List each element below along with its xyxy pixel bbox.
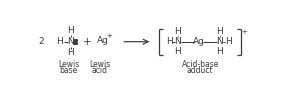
Text: H: H <box>68 48 74 57</box>
Text: acid: acid <box>92 66 107 75</box>
Text: H: H <box>174 47 181 56</box>
Text: +: + <box>242 29 248 35</box>
Text: N: N <box>68 37 74 46</box>
Text: Ag: Ag <box>97 36 109 45</box>
Text: H: H <box>216 27 223 36</box>
Text: H: H <box>68 26 74 35</box>
Text: base: base <box>59 66 78 75</box>
Text: adduct: adduct <box>187 66 214 75</box>
Text: H: H <box>216 47 223 56</box>
Text: H: H <box>225 37 232 46</box>
Text: H: H <box>174 27 181 36</box>
Text: Lewis: Lewis <box>89 60 110 69</box>
Text: H: H <box>57 37 63 46</box>
Text: H: H <box>166 37 172 46</box>
Text: N: N <box>174 37 181 46</box>
Text: +: + <box>106 33 112 39</box>
Text: Acid-base: Acid-base <box>182 60 219 69</box>
Text: 2: 2 <box>39 37 44 46</box>
Text: Lewis: Lewis <box>58 60 79 69</box>
Text: +: + <box>83 37 92 47</box>
Text: N: N <box>216 37 223 46</box>
Text: Ag: Ag <box>193 37 205 46</box>
